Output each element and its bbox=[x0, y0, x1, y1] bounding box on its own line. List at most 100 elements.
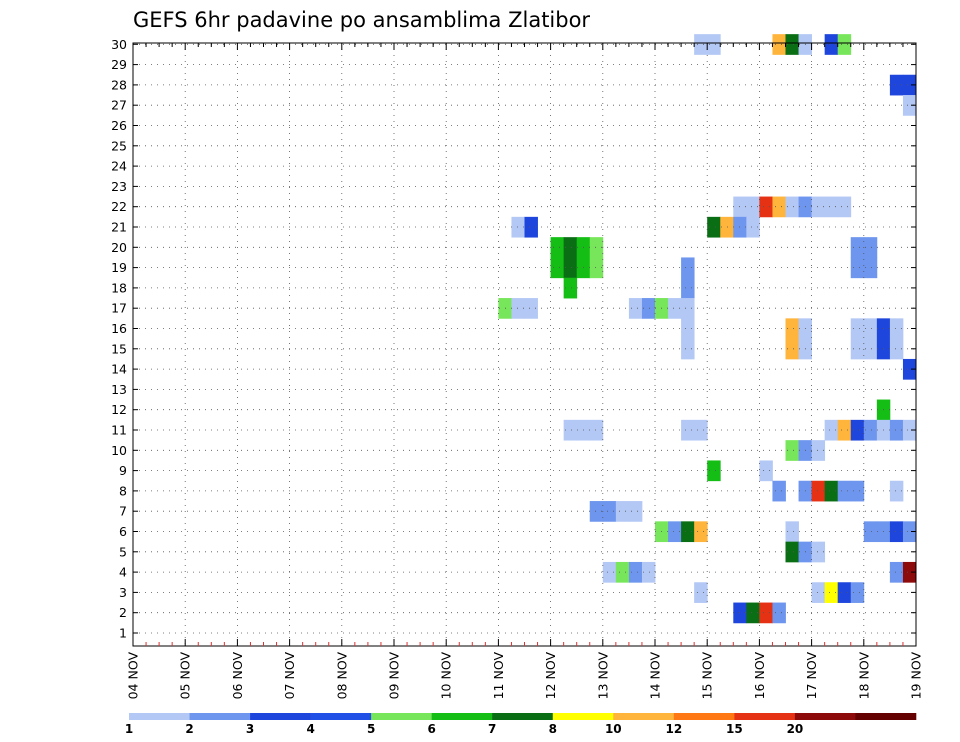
heatmap-cell bbox=[602, 561, 617, 583]
legend-label: 1 bbox=[125, 722, 133, 736]
legend-swatch bbox=[492, 713, 554, 720]
y-tick-label: 25 bbox=[111, 138, 127, 153]
heatmap-cell bbox=[694, 582, 708, 603]
y-tick-label: 9 bbox=[119, 463, 127, 478]
heatmap-cell bbox=[772, 480, 786, 502]
y-tick-label: 24 bbox=[111, 159, 127, 174]
heatmap-cell bbox=[902, 561, 917, 583]
heatmap-cell bbox=[615, 501, 630, 522]
y-tick-label: 2 bbox=[119, 605, 127, 620]
heatmap-cell bbox=[785, 338, 799, 360]
heatmap-cell bbox=[850, 318, 865, 340]
heatmap-cell bbox=[811, 541, 826, 563]
y-tick-label: 28 bbox=[111, 77, 127, 92]
heatmap-cell bbox=[759, 460, 773, 482]
heatmap-cell bbox=[628, 501, 643, 522]
heatmap-cell bbox=[681, 419, 695, 441]
heatmap-cell bbox=[694, 521, 708, 543]
legend-swatch bbox=[129, 713, 190, 720]
heatmap-cell bbox=[524, 216, 538, 238]
heatmap-cell bbox=[850, 480, 865, 502]
heatmap-cell bbox=[681, 338, 695, 360]
x-tick-label: 14 NOV bbox=[648, 652, 663, 700]
x-tick-label: 15 NOV bbox=[700, 652, 715, 700]
heatmap-cell bbox=[628, 298, 643, 319]
legend-label: 7 bbox=[488, 722, 496, 736]
x-tick-label: 08 NOV bbox=[334, 652, 349, 700]
x-tick-label: 05 NOV bbox=[178, 652, 193, 700]
heatmap-cell bbox=[641, 298, 656, 319]
x-tick-label: 07 NOV bbox=[282, 652, 297, 700]
legend-label: 3 bbox=[246, 722, 254, 736]
heatmap-cell bbox=[785, 318, 799, 340]
heatmap-cells bbox=[498, 34, 917, 624]
y-tick-label: 4 bbox=[119, 565, 127, 580]
heatmap-cell bbox=[563, 257, 578, 279]
x-tick-label: 13 NOV bbox=[595, 652, 610, 700]
heatmap-cell bbox=[850, 419, 865, 441]
y-tick-label: 15 bbox=[111, 341, 127, 356]
heatmap-cell bbox=[628, 561, 643, 583]
y-tick-label: 14 bbox=[111, 362, 127, 377]
legend-swatch bbox=[371, 713, 432, 720]
legend-swatch bbox=[310, 713, 372, 720]
y-tick-label: 5 bbox=[119, 544, 127, 559]
legend-label: 10 bbox=[605, 722, 622, 736]
heatmap-cell bbox=[746, 196, 760, 218]
legend-label: 20 bbox=[787, 722, 804, 736]
legend-swatch bbox=[250, 713, 311, 720]
legend-swatch bbox=[855, 713, 917, 720]
heatmap-cell bbox=[837, 196, 852, 218]
heatmap-cell bbox=[785, 34, 799, 55]
heatmap-cell bbox=[850, 257, 865, 279]
heatmap-cell bbox=[889, 318, 904, 340]
heatmap-cell bbox=[889, 561, 904, 583]
heatmap-cell bbox=[589, 257, 604, 279]
heatmap-cell bbox=[668, 298, 682, 319]
heatmap-cell bbox=[524, 298, 538, 319]
x-tick-label: 10 NOV bbox=[439, 652, 454, 700]
y-tick-label: 8 bbox=[119, 483, 127, 498]
heatmap-cell bbox=[837, 480, 852, 502]
heatmap-cell bbox=[720, 216, 734, 238]
heatmap-cell bbox=[824, 34, 839, 55]
color-legend: 1 2 3 4 5 6 7 8 10 12 15 20 bbox=[125, 713, 917, 736]
x-axis: 04 NOV 05 NOV 06 NOV 07 NOV 08 NOV 09 NOV 10 N… bbox=[126, 43, 924, 699]
heatmap-cell bbox=[811, 440, 826, 461]
heatmap-cell bbox=[785, 521, 799, 543]
heatmap-cell bbox=[511, 298, 525, 319]
heatmap-cell bbox=[681, 298, 695, 319]
heatmap-cell bbox=[902, 358, 917, 380]
y-tick-label: 1 bbox=[119, 626, 127, 641]
legend-swatch bbox=[431, 713, 493, 720]
legend-label: 4 bbox=[306, 722, 314, 736]
x-tick-label: 16 NOV bbox=[752, 652, 767, 700]
x-tick-label: 17 NOV bbox=[804, 652, 819, 700]
y-tick-label: 17 bbox=[111, 301, 127, 316]
legend-swatch bbox=[673, 713, 735, 720]
heatmap-cell bbox=[759, 602, 773, 624]
heatmap-cell bbox=[824, 480, 839, 502]
y-tick-label: 7 bbox=[119, 504, 127, 519]
heatmap-cell bbox=[694, 419, 708, 441]
heatmap-cell bbox=[550, 257, 565, 279]
heatmap-cell bbox=[772, 34, 786, 55]
heatmap-cell bbox=[902, 74, 917, 96]
y-tick-label: 11 bbox=[111, 423, 127, 438]
heatmap-cell bbox=[837, 34, 852, 55]
y-tick-label: 13 bbox=[111, 382, 127, 397]
legend-label: 8 bbox=[549, 722, 557, 736]
heatmap-cell bbox=[589, 419, 604, 441]
y-tick-label: 26 bbox=[111, 118, 127, 133]
heatmap-cell bbox=[707, 34, 721, 55]
heatmap-cell bbox=[863, 237, 878, 258]
heatmap-cell bbox=[733, 196, 747, 218]
y-tick-label: 12 bbox=[111, 402, 127, 417]
legend-label: 5 bbox=[367, 722, 375, 736]
heatmap-cell bbox=[863, 419, 878, 441]
y-tick-label: 19 bbox=[111, 260, 127, 275]
heatmap-cell bbox=[511, 216, 525, 238]
x-tick-label: 04 NOV bbox=[126, 652, 141, 700]
legend-swatch bbox=[734, 713, 796, 720]
legend-swatch bbox=[794, 713, 856, 720]
